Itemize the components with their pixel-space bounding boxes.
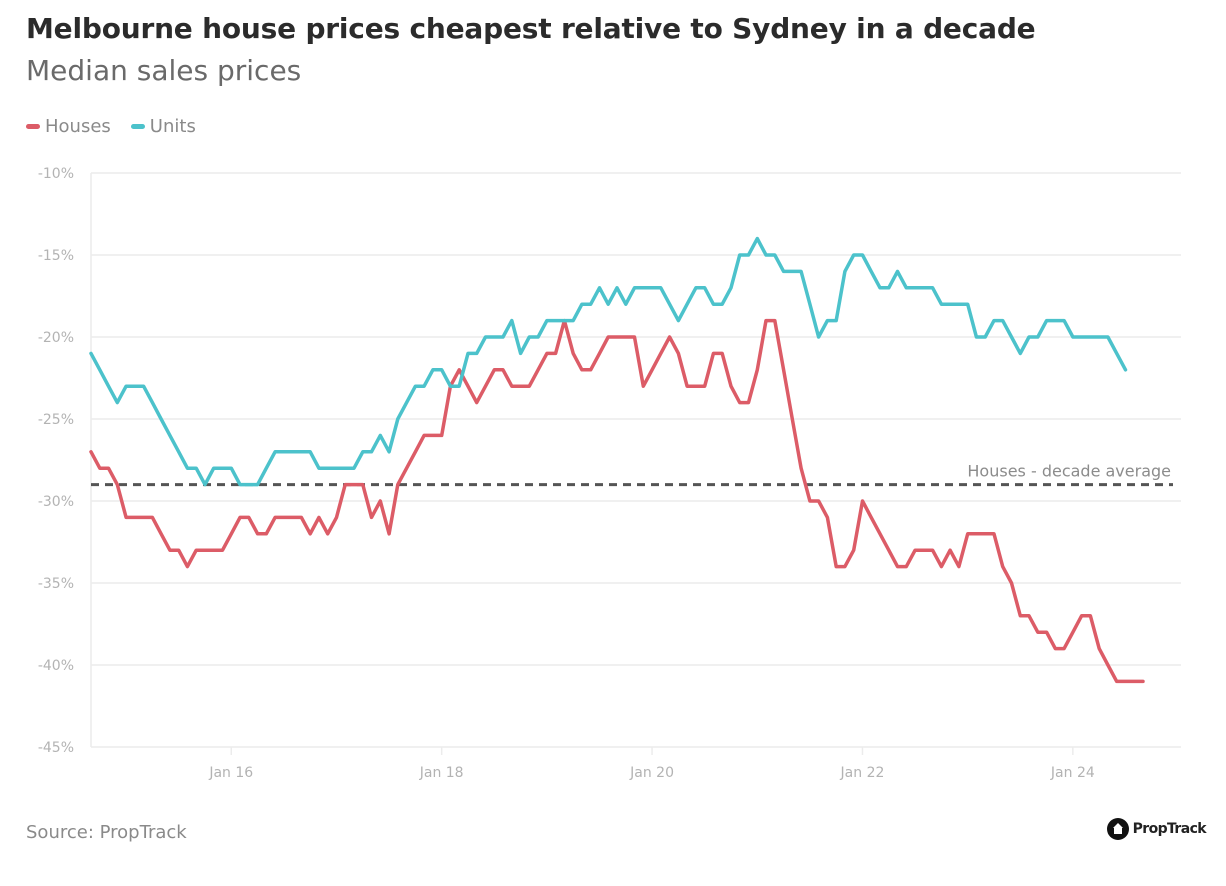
x-tick-label: Jan 18: [419, 765, 464, 781]
reference-lines: Houses - decade average: [91, 462, 1173, 487]
source-note: Source: PropTrack: [26, 822, 187, 843]
chart-title: Melbourne house prices cheapest relative…: [26, 12, 1036, 45]
series-line-units: [89, 236, 1128, 487]
legend-swatch-houses: [26, 124, 40, 129]
proptrack-logo: PropTrack: [1106, 818, 1207, 840]
legend-item-units: Units: [130, 116, 196, 137]
y-tick-label: -40%: [38, 658, 74, 674]
y-tick-label: -35%: [38, 576, 74, 592]
y-tick-label: -15%: [38, 248, 74, 264]
y-tick-label: -25%: [38, 412, 74, 428]
legend-swatch-units: [130, 124, 145, 129]
x-tick-label: Jan 20: [629, 765, 674, 781]
x-tick-label: Jan 16: [208, 765, 253, 781]
legend-label-houses: Houses: [45, 116, 111, 137]
y-tick-label: -30%: [38, 494, 74, 510]
chart-subtitle: Median sales prices: [26, 54, 302, 87]
decade-average-label: Houses - decade average: [967, 462, 1171, 481]
series-line-houses: [89, 318, 1145, 684]
legend-item-houses: Houses: [26, 116, 111, 137]
y-tick-label: -45%: [38, 740, 74, 756]
x-axis-ticks: Jan 16 Jan 18 Jan 20 Jan 22 Jan 24: [208, 747, 1095, 781]
gridlines: [90, 172, 1181, 748]
house-logo-icon: [1106, 818, 1129, 840]
legend-label-units: Units: [149, 116, 196, 137]
x-tick-label: Jan 24: [1050, 765, 1095, 781]
series-lines: [89, 236, 1145, 684]
y-axis-ticks: -10% -15% -20% -25% -30% -35% -40% -45%: [38, 166, 74, 756]
legend: Houses Units: [26, 116, 216, 137]
y-tick-label: -10%: [38, 166, 74, 182]
y-tick-label: -20%: [38, 330, 74, 346]
logo-text: PropTrack: [1132, 821, 1207, 837]
x-tick-label: Jan 22: [840, 765, 885, 781]
